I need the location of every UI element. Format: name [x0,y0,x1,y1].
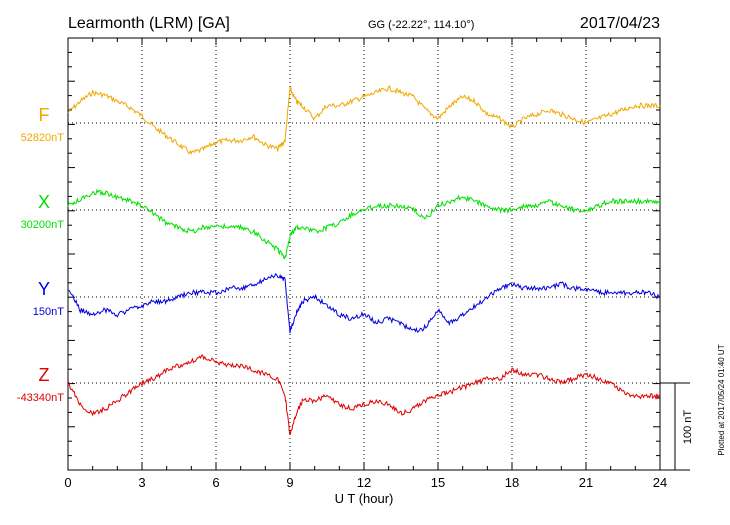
series-line-y [68,272,661,334]
series-line-z [67,354,661,435]
series-line-f [67,85,661,155]
series-name-z: Z [39,365,50,385]
x-axis-label: U T (hour) [335,491,394,506]
x-tick-label: 18 [505,475,519,490]
station-title: Learmonth (LRM) [GA] [68,15,230,32]
grid-layer [68,38,660,470]
series-name-f: F [39,105,50,125]
x-tick-label: 9 [286,475,293,490]
x-tick-label: 3 [138,475,145,490]
x-tick-label: 6 [212,475,219,490]
plotted-at-note: Plotted at 2017/05/24 01:40 UT [717,344,726,455]
series-layer [67,85,661,435]
series-label-layer: F 52820nT X 30200nT Y 150nT Z -43340nT [17,105,64,404]
chart-date: 2017/04/23 [580,15,660,32]
series-baseline-y: 150nT [33,306,64,318]
series-baseline-x: 30200nT [21,219,65,231]
x-tick-label: 21 [579,475,593,490]
scale-bar-label: 100 nT [682,410,694,445]
scale-bar: 100 nT [660,382,694,471]
series-baseline-z: -43340nT [17,392,64,404]
tick-layer: 0 3 6 9 12 15 18 21 24 [64,38,667,490]
series-name-y: Y [38,279,50,299]
x-tick-label: 15 [431,475,445,490]
x-tick-label: 12 [357,475,371,490]
series-name-x: X [38,192,50,212]
x-tick-label: 24 [653,475,667,490]
series-baseline-f: 52820nT [21,132,65,144]
series-line-x [67,188,661,260]
x-tick-label: 0 [64,475,71,490]
station-coordinates: GG (-22.22°, 114.10°) [368,19,474,31]
